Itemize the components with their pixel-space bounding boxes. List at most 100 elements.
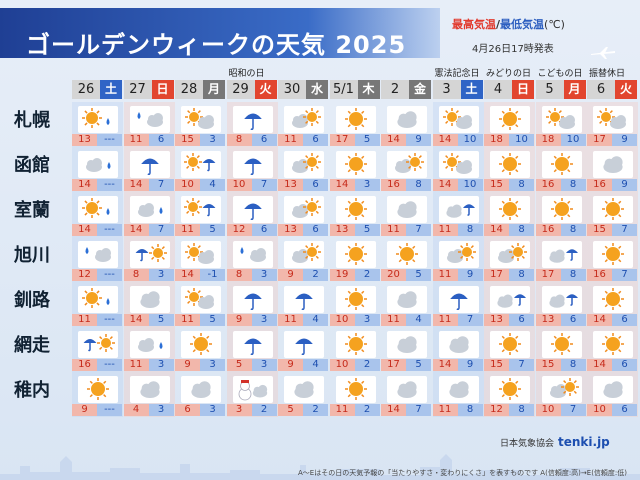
low-temp: 5 xyxy=(354,134,380,146)
forecast-cell: 11 5 xyxy=(175,282,226,327)
forecast-cell: 14 5 xyxy=(123,282,175,327)
weather-icon-box xyxy=(129,106,170,133)
sun-icon xyxy=(499,198,521,220)
temperature-bar: 9 --- xyxy=(72,404,123,416)
umbrella-icon xyxy=(449,293,468,311)
low-temp: 8 xyxy=(457,224,483,236)
high-temp: 14 xyxy=(123,179,149,191)
high-temp: 14 xyxy=(587,359,612,371)
low-temp: 5 xyxy=(406,269,431,281)
weather-icon-box xyxy=(232,331,273,358)
weather-icon-box xyxy=(438,151,479,178)
weather-icon-box xyxy=(438,331,479,358)
temperature-bar: 10 7 xyxy=(535,404,587,416)
high-temp: 14 xyxy=(432,179,458,191)
temperature-bar: 13 6 xyxy=(278,179,329,191)
weather-icon-box xyxy=(490,151,530,178)
holiday-row: 昭和の日 憲法記念日 みどりの日 こどもの日 振替休日 xyxy=(72,66,632,79)
high-temp: 4 xyxy=(123,404,149,416)
temperature-bar: 17 8 xyxy=(535,269,587,281)
legend-high: 最高気温 xyxy=(452,18,496,31)
weather-icon-box xyxy=(78,106,118,133)
weekday-label: 土 xyxy=(100,80,122,99)
reliability-note: A～Eはその日の天気予報の「当たりやすさ・変わりにくさ」を表すものです A(信頼… xyxy=(298,469,628,477)
temperature-bar: 14 9 xyxy=(381,134,432,146)
high-temp: 11 xyxy=(175,224,200,236)
low-temp: 10 xyxy=(457,134,483,146)
brand-logo[interactable]: tenki.jp xyxy=(558,435,610,449)
weather-icon-box xyxy=(593,196,633,223)
high-temp: 13 xyxy=(278,179,303,191)
temperature-bar: 19 2 xyxy=(329,269,381,281)
sun-rain-icon xyxy=(82,288,110,308)
umbrella-icon xyxy=(243,113,262,131)
sun-cloud-icon xyxy=(185,288,214,309)
temperature-bar: 11 6 xyxy=(123,134,175,146)
weekday-label: 木 xyxy=(357,80,380,99)
footer: 日本気象協会 tenki.jp A～Eはその日の天気予報の「当たりやすさ・変わり… xyxy=(0,434,640,480)
weather-icon-box xyxy=(541,331,582,358)
high-temp: 8 xyxy=(226,134,252,146)
cloud-icon xyxy=(448,336,469,353)
low-temp: 3 xyxy=(148,269,174,281)
cloud-icon xyxy=(397,291,417,308)
temperature-bar: 13 6 xyxy=(484,314,535,326)
low-temp: 3 xyxy=(200,404,225,416)
weather-icon-box xyxy=(78,151,118,178)
high-temp: 16 xyxy=(587,179,612,191)
low-temp: 8 xyxy=(560,359,586,371)
temperature-bar: 11 6 xyxy=(278,134,329,146)
forecast-cell: 16 8 xyxy=(535,192,587,237)
temperature-bar: 14 10 xyxy=(432,179,484,191)
temperature-bar: 11 5 xyxy=(175,314,226,326)
weather-icon-box xyxy=(438,106,479,133)
forecast-cell: 14 --- xyxy=(72,192,123,237)
weather-icon-box xyxy=(593,286,633,313)
temperature-bar: 18 10 xyxy=(535,134,587,146)
temperature-bar: 18 10 xyxy=(484,134,535,146)
weather-icon-box xyxy=(232,196,273,223)
forecast-cell: 11 7 xyxy=(381,192,432,237)
forecast-cell: 11 5 xyxy=(175,192,226,237)
city-name: 室蘭 xyxy=(14,200,50,221)
temperature-bar: 11 7 xyxy=(381,224,432,236)
date-number: 4 xyxy=(484,80,512,99)
weather-icon-box xyxy=(387,196,427,223)
weather-icon-box xyxy=(181,196,221,223)
temperature-bar: 14 5 xyxy=(123,314,175,326)
low-temp: --- xyxy=(97,179,122,191)
sun-icon xyxy=(602,198,624,220)
umbrella-icon xyxy=(243,293,262,311)
umbrella-icon xyxy=(243,203,262,221)
high-temp: 14 xyxy=(72,179,97,191)
weather-icon-box xyxy=(284,196,324,223)
forecast-cell: 14 -1 xyxy=(175,237,226,282)
high-temp: 9 xyxy=(72,404,97,416)
weather-icon-box xyxy=(181,106,221,133)
high-temp: 9 xyxy=(278,269,303,281)
sun-icon xyxy=(344,198,367,220)
cloud-icon xyxy=(397,381,417,398)
date-header: 30 水 xyxy=(278,80,329,99)
city-row: 旭川 12 --- 8 3 14 -1 8 3 9 2 19 2 20 5 11 9 17 8 17 8 16 7 xyxy=(8,237,638,282)
weather-icon-box xyxy=(129,331,170,358)
forecast-cell: 16 9 xyxy=(587,147,638,192)
weather-icon-box xyxy=(541,286,582,313)
weather-icon-box xyxy=(541,106,582,133)
weather-icon-box xyxy=(387,376,427,403)
low-temp: 4 xyxy=(200,179,225,191)
low-temp: 5 xyxy=(200,314,225,326)
temperature-bar: 11 8 xyxy=(432,224,484,236)
temperature-bar: 14 --- xyxy=(72,179,123,191)
sun-icon xyxy=(602,243,624,265)
forecast-cell: 14 9 xyxy=(381,102,432,147)
low-temp: 6 xyxy=(251,134,277,146)
high-temp: 13 xyxy=(278,224,303,236)
low-temp: 2 xyxy=(303,269,328,281)
forecast-cell: 15 8 xyxy=(484,147,535,192)
weather-icon-box xyxy=(438,241,479,268)
weather-icon-box xyxy=(593,331,633,358)
